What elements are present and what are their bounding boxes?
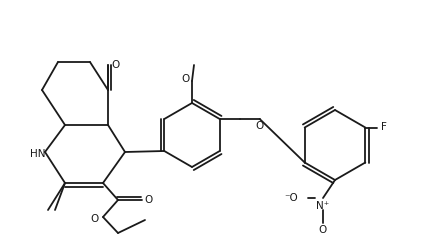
Text: O: O xyxy=(319,225,327,235)
Text: O: O xyxy=(145,195,153,205)
Text: O: O xyxy=(182,74,190,84)
Text: F: F xyxy=(381,123,387,133)
Text: N⁺: N⁺ xyxy=(316,201,330,211)
Text: O: O xyxy=(112,60,120,70)
Text: HN: HN xyxy=(30,149,46,159)
Text: O: O xyxy=(255,121,264,131)
Text: O: O xyxy=(91,214,99,224)
Text: ⁻O: ⁻O xyxy=(284,193,298,203)
